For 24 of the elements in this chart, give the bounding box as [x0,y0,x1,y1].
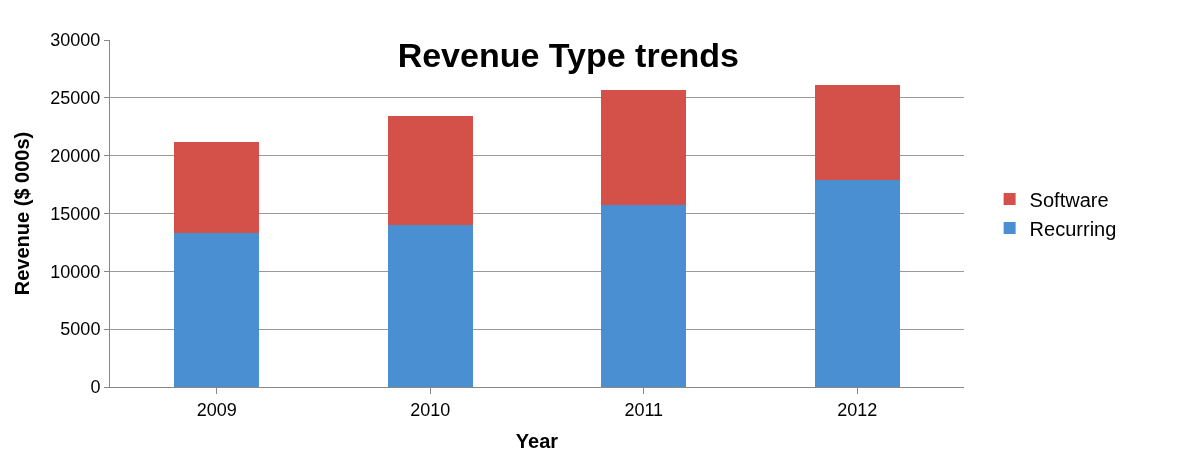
legend-label: Software [1029,188,1109,211]
y-tick-label: 5000 [60,319,101,340]
x-tick-label: 2011 [624,399,664,420]
bar [601,205,687,387]
y-tick-label: 10000 [50,261,101,282]
x-tick-label: 2010 [410,399,451,420]
y-tick-label: 25000 [50,88,101,109]
bar [387,225,473,387]
x-tick-label: 2009 [196,399,237,420]
x-tick-label: 2012 [837,399,878,420]
y-tick-label: 30000 [50,30,101,51]
chart-title: Revenue Type trends [397,36,740,75]
y-tick-label: 0 [90,377,101,398]
bar [814,85,900,180]
bar [814,179,900,387]
legend-label: Recurring [1029,217,1117,240]
bar [387,116,473,226]
y-tick-label: 15000 [50,203,101,224]
y-axis-title: Revenue ($ 000s) [10,131,33,296]
x-axis-title: Year [515,430,559,453]
bar [174,233,260,387]
bar [174,141,260,234]
y-tick-label: 20000 [50,145,101,166]
bar [601,89,687,206]
